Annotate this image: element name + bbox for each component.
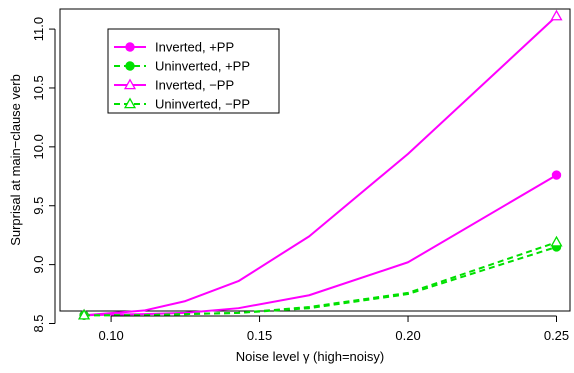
legend-label: Uninverted, +PP [155, 59, 250, 74]
x-tick-label: 0.25 [544, 328, 569, 343]
x-tick-label: 0.20 [395, 328, 420, 343]
series-line [83, 15, 558, 317]
data-point [550, 9, 563, 21]
y-tick-label: 10.0 [31, 134, 46, 159]
x-tick-label: 0.15 [247, 328, 272, 343]
x-axis: 0.10 0.15 0.20 0.25 [98, 315, 569, 343]
x-axis-title: Noise level γ (high=noisy) [236, 349, 384, 364]
y-axis: 8.5 9.0 9.5 10.0 10.5 11.0 [31, 17, 56, 333]
legend: Inverted, +PP Uninverted, +PP Inverted, −P… [107, 28, 280, 114]
y-axis-title: Surprisal at main−clause verb [8, 74, 23, 246]
series-4 [78, 235, 563, 320]
series-line [84, 241, 557, 317]
legend-marker [123, 78, 137, 90]
plot-frame [59, 8, 571, 312]
series-layer [78, 9, 563, 320]
y-tick-label: 9.5 [31, 197, 46, 215]
data-point [78, 308, 91, 320]
legend-marker [125, 61, 135, 71]
y-tick-label: 11.0 [31, 17, 46, 41]
legend-marker [123, 97, 137, 109]
x-tick-label: 0.10 [98, 328, 123, 343]
legend-label: Uninverted, −PP [155, 97, 250, 112]
legend-item: Uninverted, +PP [114, 59, 250, 74]
data-point [551, 170, 562, 180]
legend-label: Inverted, −PP [155, 78, 234, 93]
legend-item: Inverted, −PP [114, 78, 234, 93]
data-point [550, 235, 563, 247]
series-1 [79, 170, 562, 320]
legend-item: Inverted, +PP [114, 40, 234, 55]
legend-box [107, 28, 280, 114]
series-line [84, 174, 558, 317]
series-line [84, 245, 557, 317]
legend-item: Uninverted, −PP [114, 97, 250, 112]
legend-marker [125, 42, 135, 52]
y-tick-label: 10.5 [31, 75, 46, 100]
y-tick-label: 8.5 [31, 314, 46, 332]
legend-items: Inverted, +PP Uninverted, +PP Inverted, −P… [114, 40, 250, 112]
y-tick-label: 9.0 [31, 256, 46, 274]
legend-label: Inverted, +PP [155, 40, 234, 55]
